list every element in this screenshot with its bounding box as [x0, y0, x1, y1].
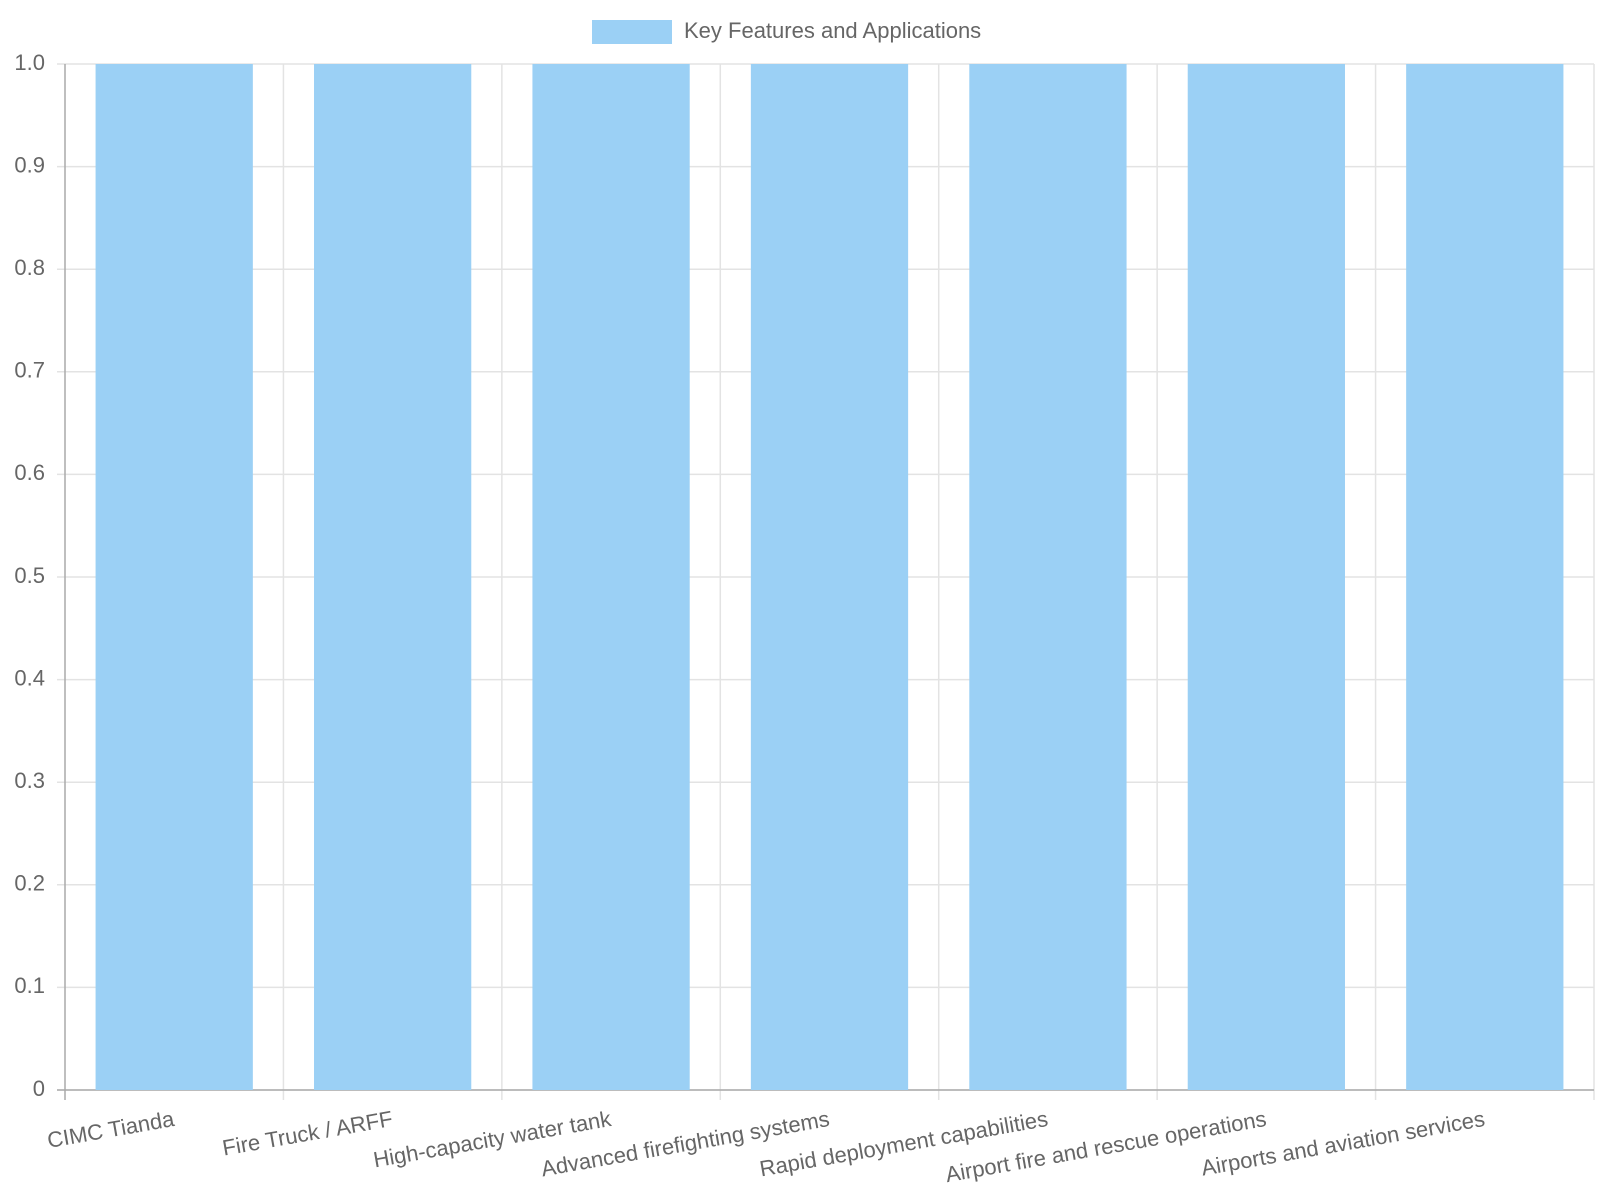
y-tick-label: 0.2	[14, 871, 45, 896]
y-tick-label: 0.5	[14, 563, 45, 588]
bar	[750, 64, 909, 1090]
bar	[1187, 64, 1345, 1090]
y-tick-label: 0	[33, 1076, 45, 1101]
bar	[1406, 64, 1564, 1090]
bar	[532, 64, 690, 1090]
y-tick-label: 0.9	[14, 152, 45, 177]
legend-swatch	[592, 20, 672, 44]
bar	[969, 64, 1127, 1090]
bar	[314, 64, 472, 1090]
y-tick-label: 0.4	[14, 665, 45, 690]
y-tick-label: 1.0	[14, 50, 45, 75]
y-tick-label: 0.8	[14, 255, 45, 280]
x-tick-label: Fire Truck / ARFF	[220, 1106, 394, 1161]
y-tick-label: 0.6	[14, 460, 45, 485]
y-tick-label: 0.1	[14, 973, 45, 998]
y-tick-label: 0.7	[14, 358, 45, 383]
y-tick-label: 0.3	[14, 768, 45, 793]
legend-label: Key Features and Applications	[684, 18, 981, 43]
bar	[95, 64, 253, 1090]
x-tick-label: CIMC Tianda	[45, 1106, 177, 1153]
